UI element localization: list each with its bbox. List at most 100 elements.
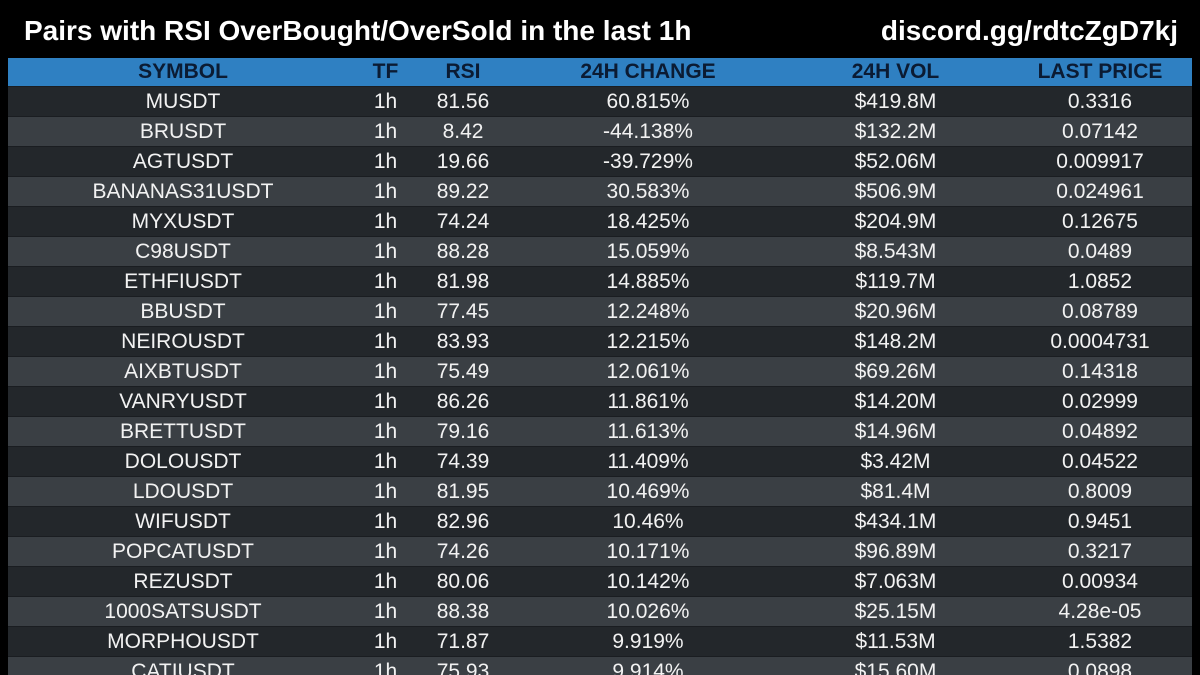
cell-rsi: 80.06	[413, 566, 513, 597]
cell-24h-change: 10.142%	[513, 566, 783, 597]
cell-last-price: 1.5382	[1008, 626, 1192, 657]
cell-rsi: 88.38	[413, 596, 513, 627]
cell-24h-volume: $119.7M	[783, 266, 1008, 297]
cell-24h-change: 12.248%	[513, 296, 783, 327]
cell-24h-change: -44.138%	[513, 116, 783, 147]
table-row: REZUSDT 1h 80.06 10.142% $7.063M 0.00934	[8, 566, 1192, 597]
cell-symbol: BANANAS31USDT	[8, 176, 358, 207]
cell-timeframe: 1h	[358, 596, 413, 627]
cell-24h-volume: $11.53M	[783, 626, 1008, 657]
cell-symbol: MORPHOUSDT	[8, 626, 358, 657]
cell-symbol: BRETTUSDT	[8, 416, 358, 447]
cell-symbol: 1000SATSUSDT	[8, 596, 358, 627]
table-row: MUSDT 1h 81.56 60.815% $419.8M 0.3316	[8, 86, 1192, 117]
cell-24h-volume: $25.15M	[783, 596, 1008, 627]
cell-24h-volume: $15.60M	[783, 656, 1008, 675]
cell-timeframe: 1h	[358, 386, 413, 417]
cell-24h-change: 11.613%	[513, 416, 783, 447]
cell-rsi: 79.16	[413, 416, 513, 447]
cell-last-price: 0.00934	[1008, 566, 1192, 597]
cell-last-price: 0.0004731	[1008, 326, 1192, 357]
cell-24h-volume: $506.9M	[783, 176, 1008, 207]
cell-timeframe: 1h	[358, 86, 413, 117]
table-body: MUSDT 1h 81.56 60.815% $419.8M 0.3316 BRUSDT 1h…	[8, 86, 1192, 675]
cell-timeframe: 1h	[358, 326, 413, 357]
discord-link[interactable]: discord.gg/rdtcZgD7kj	[880, 15, 1178, 46]
cell-24h-change: -39.729%	[513, 146, 783, 177]
cell-last-price: 0.14318	[1008, 356, 1192, 387]
cell-last-price: 0.0489	[1008, 236, 1192, 267]
cell-24h-change: 11.861%	[513, 386, 783, 417]
table-row: AIXBTUSDT 1h 75.49 12.061% $69.26M 0.14318	[8, 356, 1192, 387]
cell-last-price: 0.12675	[1008, 206, 1192, 237]
cell-symbol: LDOUSDT	[8, 476, 358, 507]
cell-24h-change: 9.919%	[513, 626, 783, 657]
cell-last-price: 0.04522	[1008, 446, 1192, 477]
cell-rsi: 81.56	[413, 86, 513, 117]
cell-timeframe: 1h	[358, 296, 413, 327]
column-header-last-price[interactable]: LAST PRICE	[1037, 60, 1163, 83]
cell-last-price: 0.009917	[1008, 146, 1192, 177]
cell-rsi: 88.28	[413, 236, 513, 267]
table-row: DOLOUSDT 1h 74.39 11.409% $3.42M 0.04522	[8, 446, 1192, 477]
cell-last-price: 0.08789	[1008, 296, 1192, 327]
cell-24h-volume: $52.06M	[783, 146, 1008, 177]
table-row: ETHFIUSDT 1h 81.98 14.885% $119.7M 1.0852	[8, 266, 1192, 297]
cell-symbol: WIFUSDT	[8, 506, 358, 537]
table-row: POPCATUSDT 1h 74.26 10.171% $96.89M 0.3217	[8, 536, 1192, 567]
cell-timeframe: 1h	[358, 206, 413, 237]
column-header-symbol[interactable]: SYMBOL	[138, 60, 228, 83]
cell-symbol: MUSDT	[8, 86, 358, 117]
cell-24h-change: 14.885%	[513, 266, 783, 297]
cell-24h-change: 12.061%	[513, 356, 783, 387]
cell-symbol: POPCATUSDT	[8, 536, 358, 567]
page-title: Pairs with RSI OverBought/OverSold in th…	[24, 15, 692, 46]
table-row: VANRYUSDT 1h 86.26 11.861% $14.20M 0.02999	[8, 386, 1192, 417]
cell-24h-change: 12.215%	[513, 326, 783, 357]
cell-last-price: 1.0852	[1008, 266, 1192, 297]
cell-rsi: 82.96	[413, 506, 513, 537]
cell-24h-volume: $8.543M	[783, 236, 1008, 267]
cell-rsi: 86.26	[413, 386, 513, 417]
cell-24h-change: 10.171%	[513, 536, 783, 567]
column-header-tf[interactable]: TF	[372, 60, 399, 83]
cell-timeframe: 1h	[358, 146, 413, 177]
cell-rsi: 81.95	[413, 476, 513, 507]
cell-24h-change: 9.914%	[513, 656, 783, 675]
cell-rsi: 89.22	[413, 176, 513, 207]
cell-24h-volume: $96.89M	[783, 536, 1008, 567]
cell-symbol: C98USDT	[8, 236, 358, 267]
cell-24h-change: 30.583%	[513, 176, 783, 207]
cell-last-price: 4.28e-05	[1008, 596, 1192, 627]
cell-symbol: MYXUSDT	[8, 206, 358, 237]
table-row: BBUSDT 1h 77.45 12.248% $20.96M 0.08789	[8, 296, 1192, 327]
cell-symbol: VANRYUSDT	[8, 386, 358, 417]
cell-rsi: 77.45	[413, 296, 513, 327]
cell-symbol: BRUSDT	[8, 116, 358, 147]
cell-last-price: 0.07142	[1008, 116, 1192, 147]
cell-symbol: BBUSDT	[8, 296, 358, 327]
cell-24h-change: 10.469%	[513, 476, 783, 507]
table-row: 1000SATSUSDT 1h 88.38 10.026% $25.15M 4.28e-0…	[8, 596, 1192, 627]
cell-rsi: 74.24	[413, 206, 513, 237]
column-header-24h-vol[interactable]: 24H VOL	[851, 60, 940, 83]
cell-24h-volume: $7.063M	[783, 566, 1008, 597]
cell-timeframe: 1h	[358, 416, 413, 447]
column-header-24h-change[interactable]: 24H CHANGE	[580, 60, 716, 83]
cell-24h-change: 60.815%	[513, 86, 783, 117]
cell-last-price: 0.04892	[1008, 416, 1192, 447]
cell-24h-volume: $204.9M	[783, 206, 1008, 237]
cell-24h-volume: $3.42M	[783, 446, 1008, 477]
cell-last-price: 0.8009	[1008, 476, 1192, 507]
table-row: BRETTUSDT 1h 79.16 11.613% $14.96M 0.04892	[8, 416, 1192, 447]
cell-24h-volume: $132.2M	[783, 116, 1008, 147]
table-row: WIFUSDT 1h 82.96 10.46% $434.1M 0.9451	[8, 506, 1192, 537]
cell-24h-volume: $419.8M	[783, 86, 1008, 117]
column-header-rsi[interactable]: RSI	[445, 60, 481, 83]
table-row: BRUSDT 1h 8.42 -44.138% $132.2M 0.07142	[8, 116, 1192, 147]
cell-timeframe: 1h	[358, 566, 413, 597]
cell-rsi: 71.87	[413, 626, 513, 657]
cell-last-price: 0.3316	[1008, 86, 1192, 117]
cell-timeframe: 1h	[358, 506, 413, 537]
cell-rsi: 19.66	[413, 146, 513, 177]
